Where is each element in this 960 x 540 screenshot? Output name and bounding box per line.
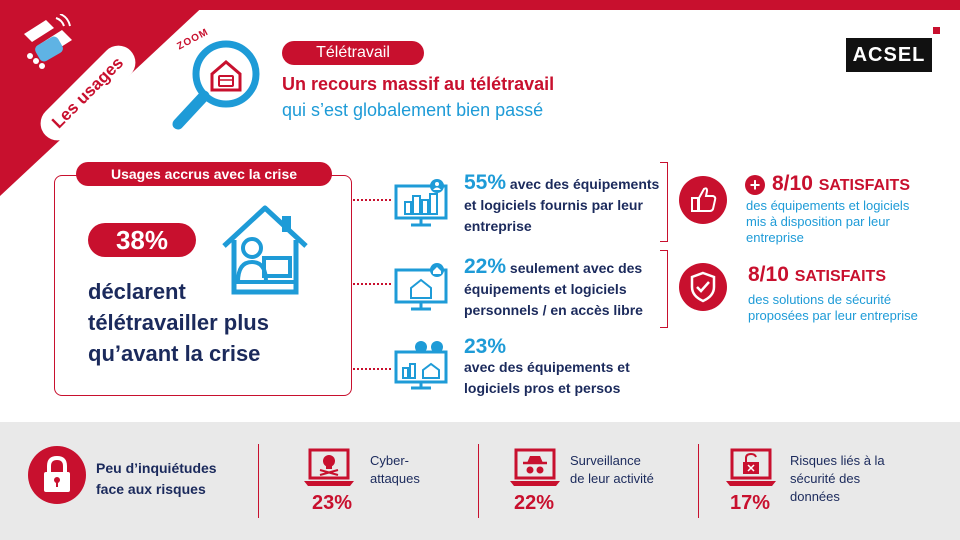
risk-percent: 22% (514, 492, 555, 514)
page-headline: Un recours massif au télétravail (282, 74, 555, 94)
risk-label-line: de leur activité (570, 471, 654, 486)
satisfaction-value: 8/10 (748, 263, 789, 286)
teletravail-tag: Télétravail (282, 41, 424, 65)
risks-title-line: face aux risques (96, 481, 206, 497)
page-subline: qui s’est globalement bien passé (282, 100, 544, 120)
satisfaction-value: 8/10 (772, 172, 813, 195)
shield-check-icon (679, 263, 727, 311)
acsel-logo: ACSEL (846, 38, 932, 72)
risk-label-line: Cyber- (370, 453, 410, 468)
spy-laptop-icon (510, 448, 560, 486)
middle-item-line: équipements et logiciels (464, 281, 627, 297)
company-screen-icon (394, 179, 448, 227)
plus-icon: + (745, 175, 765, 195)
connector-line (353, 368, 391, 370)
risk-label-line: Risques liés à la (790, 453, 885, 468)
statement-line: télétravailler plus (88, 310, 269, 335)
risk-label-line: Surveillance (570, 453, 641, 468)
mixed-screen-icon (394, 341, 448, 390)
middle-item-mixed: 23% avec des équipements et logiciels pr… (464, 336, 669, 399)
risks-title-line: Peu d’inquiétudes (96, 460, 217, 476)
risks-title: Peu d’inquiétudes face aux risques (96, 458, 217, 500)
logo-accent-square (933, 27, 940, 34)
unlock-laptop-icon (726, 448, 776, 486)
middle-item-percent: 55% (464, 171, 507, 194)
risk-percent: 23% (312, 492, 353, 514)
middle-item-line: avec des équipements (506, 176, 660, 192)
risk-percent: 17% (730, 492, 771, 514)
crisis-usage-tag: Usages accrus avec la crise (76, 162, 332, 186)
personal-screen-icon (394, 263, 448, 311)
satisfaction-word: SATISFAITS (818, 177, 910, 194)
satisfaction-score: 8/10 SATISFAITS (748, 263, 886, 287)
satisfaction-score: 8/10 SATISFAITS (772, 172, 910, 196)
risks-band (0, 422, 960, 540)
lock-icon (28, 446, 86, 504)
divider (698, 444, 699, 518)
middle-item-line: personnels / en accès libre (464, 302, 643, 318)
satisfaction-detail: des solutions de sécurité proposées par … (748, 292, 938, 324)
satisfaction-line: mis à disposition par leur (746, 214, 890, 229)
satisfaction-word: SATISFAITS (794, 268, 886, 285)
top-accent-bar (0, 0, 960, 10)
connector-line (353, 283, 391, 285)
satisfaction-line: des solutions de sécurité (748, 292, 892, 307)
satisfaction-line: des équipements et logiciels (746, 198, 910, 213)
home-worker-icon (222, 205, 308, 295)
statement-line: déclarent (88, 279, 186, 304)
divider (478, 444, 479, 518)
satisfaction-line: entreprise (746, 230, 804, 245)
middle-item-line: avec des équipements et (464, 359, 630, 375)
middle-item-percent: 23% (464, 335, 507, 358)
middle-item-percent: 22% (464, 255, 507, 278)
middle-item-line: seulement avec des (506, 260, 643, 276)
middle-item-line: entreprise (464, 218, 532, 234)
thumbs-up-icon (679, 176, 727, 224)
statement-line: qu’avant la crise (88, 341, 261, 366)
risk-label: Cyber- attaques (370, 452, 420, 488)
percent-badge: 38% (88, 223, 196, 257)
skull-laptop-icon (304, 448, 354, 486)
magnifier-icon (172, 40, 260, 130)
risk-label-line: attaques (370, 471, 420, 486)
satisfaction-line: proposées par leur entreprise (748, 308, 918, 323)
risk-label-line: données (790, 489, 840, 504)
middle-item-line: et logiciels fournis par leur (464, 197, 643, 213)
risk-label: Surveillance de leur activité (570, 452, 654, 488)
middle-item-company: 55% avec des équipements et logiciels fo… (464, 172, 669, 237)
connector-line (353, 199, 391, 201)
risk-label-line: sécurité des (790, 471, 861, 486)
handshake-icon (24, 14, 72, 69)
crisis-usage-statement: déclarent télétravailler plus qu’avant l… (88, 276, 328, 369)
divider (258, 444, 259, 518)
bracket-line (660, 162, 668, 242)
bracket-line (660, 250, 668, 328)
satisfaction-detail: des équipements et logiciels mis à dispo… (746, 198, 936, 246)
middle-item-personal: 22% seulement avec des équipements et lo… (464, 256, 669, 321)
risk-label: Risques liés à la sécurité des données (790, 452, 885, 506)
middle-item-line: logiciels pros et persos (464, 380, 621, 396)
